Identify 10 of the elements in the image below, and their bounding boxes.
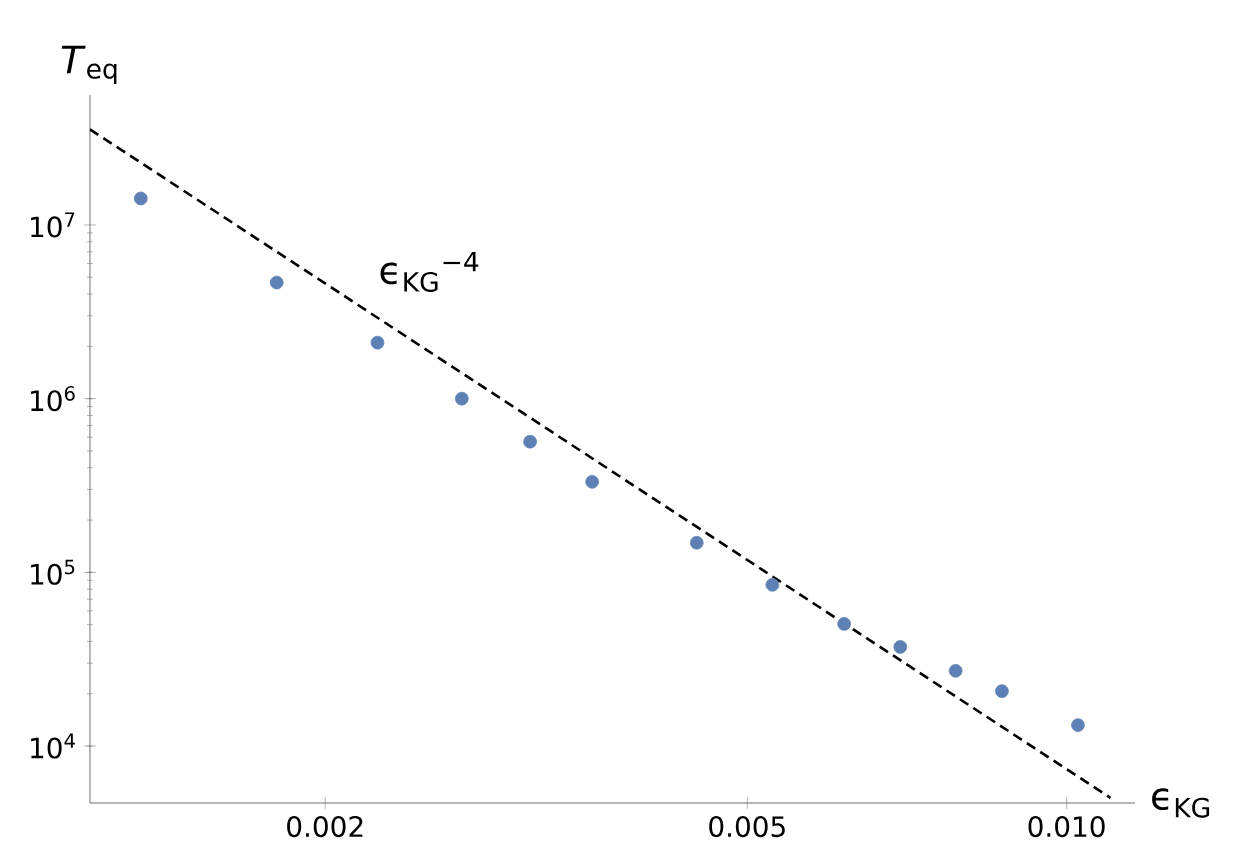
- y-tick-label: 10$^{4}$: [31, 733, 75, 759]
- x-axis-title: ϵ$_{KG}$: [1152, 788, 1210, 818]
- y-tick-label: 10$^{7}$: [31, 212, 75, 238]
- y-axis-title: T$_{eq}$: [61, 45, 117, 84]
- annotation: ϵ$_{KG}$−4: [380, 251, 479, 292]
- x-tick-label: 0.002: [287, 816, 363, 838]
- y-tick-label: 10$^{6}$: [31, 385, 75, 412]
- y-tick-label: 10$^{5}$: [31, 559, 75, 585]
- x-tick-label: 0.005: [709, 816, 785, 838]
- x-tick-label: 0.010: [1028, 816, 1105, 838]
